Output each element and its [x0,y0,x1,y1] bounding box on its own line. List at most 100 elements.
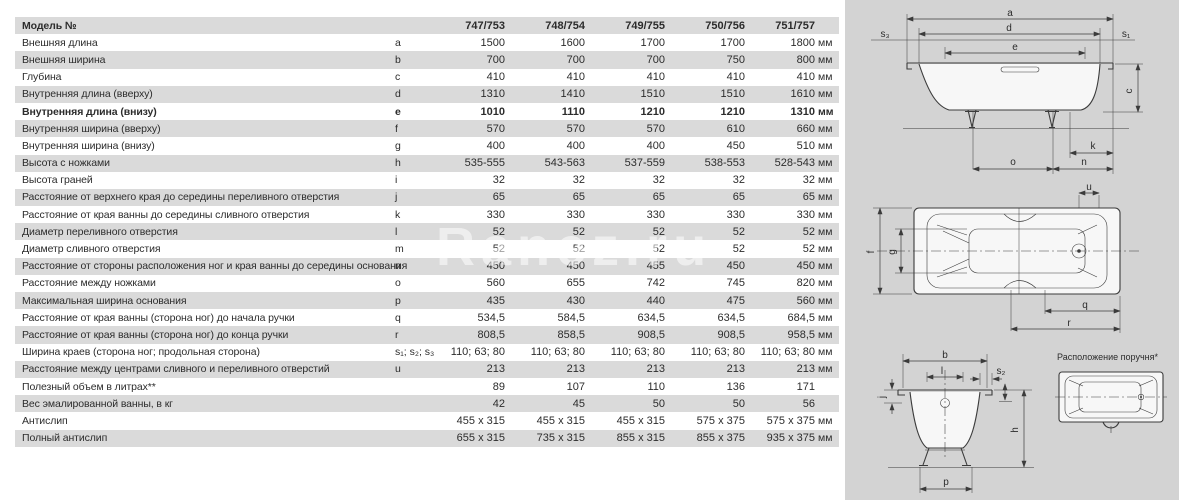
unit-label: мм [818,105,834,118]
value-cell: 1110 [561,105,585,118]
value-cell: 1600 [560,36,585,49]
value-cell: 700 [486,53,505,66]
value-cell: 42 [492,397,505,410]
dim-label-f: f [866,250,877,253]
value-cell: 32 [732,174,745,187]
value-cell: 475 [726,294,745,307]
dim-letter: j [395,191,398,204]
dim-label-u: u [1086,182,1092,193]
unit-label: мм [818,157,833,170]
value-cell: 50 [732,397,745,410]
value-cell: 52 [652,243,665,256]
row-label: Ширина краев (сторона ног; продольная ст… [22,346,260,359]
value-text: 684,5 [787,311,815,324]
dim-label-c: c [1124,89,1135,94]
row-label: Внутренняя длина (внизу) [22,105,157,118]
value-cell: 575 x 375 [696,414,745,427]
value-cell: 440 [646,294,665,307]
value-cell: 110 [647,380,665,393]
value-cell: 820 мм [745,277,839,289]
value-cell: 52 [492,243,505,256]
top-view-diagram: u f g q r [866,182,1139,333]
grip-handle-icon [1000,66,1040,73]
table-row: Внутренняя длина (вверху) d 1310 1410 1510 15… [15,85,839,103]
value-cell: 213 мм [745,363,839,375]
value-cell: 330 [566,208,585,221]
row-label: Антислип [22,414,68,427]
row-label: Полный антислип [22,432,108,445]
value-text: 65 [802,191,815,204]
grip-recess-icon [1003,213,1037,289]
table-row: Расстояние между ножками o 560 655 742 745 820… [15,275,839,292]
value-cell: 410 [726,71,745,84]
row-label: Расстояние от края ванны до середины сли… [22,208,310,221]
row-label: Внешняя длина [22,36,98,49]
drain-hole-icon [1071,243,1087,259]
drain-hole-icon [1137,393,1145,401]
value-text: 935 x 375 [766,432,815,445]
value-cell: 455 x 315 [536,414,585,427]
unit-label: мм [818,346,833,359]
value-cell: 450 [726,139,745,152]
value-cell: 410 мм [745,71,839,83]
dim-letter: q [395,311,401,324]
value-cell: 855 x 375 [696,432,745,445]
value-cell: 560 [486,277,505,290]
table-row: Полезный объем в литрах** 89 107 110 136 171 [15,378,839,395]
value-text: 660 [796,122,815,135]
value-cell: 213 [726,363,745,376]
dim-letter: i [395,174,398,187]
value-cell: 610 [726,122,745,135]
value-cell: 660 мм [745,123,839,135]
value-cell: 110; 63; 80 [450,346,505,359]
row-label: Вес эмалированной ванны, в кг [22,397,173,410]
value-cell: 50 [652,397,665,410]
value-cell: 65 мм [745,191,839,203]
value-cell: 700 [646,53,665,66]
value-cell: 808,5 [477,328,505,341]
value-cell: 800 мм [745,54,839,66]
value-cell: 65 [732,191,745,204]
value-cell: 56 [745,398,839,410]
value-cell: 584,5 [557,311,585,324]
value-cell: 65 [652,191,665,204]
dim-letter: o [395,277,401,290]
dim-label-k: k [1091,141,1097,152]
dim-label-l: l [941,366,943,377]
value-cell: 535-555 [464,157,505,170]
table-row: Расстояние от края ванны до середины сли… [15,206,839,223]
value-cell: 1610 мм [745,88,839,100]
value-cell: 52 мм [745,226,839,238]
value-cell: 908,5 [637,328,665,341]
dim-label-s1: s₁ [1122,29,1131,40]
value-cell: 935 x 375 мм [745,432,839,444]
unit-label: мм [818,191,833,204]
handle-location-diagram: Расположение поручня* [1055,352,1179,439]
value-cell: 1700 [720,36,745,49]
unit-label: мм [818,225,833,238]
value-cell: 1410 [560,88,585,101]
value-cell: 570 [646,122,665,135]
unit-label: мм [818,311,833,324]
side-view-diagram: a d s₃ s₁ e c [871,8,1143,174]
value-cell: 543-563 [544,157,585,170]
dim-letter: h [395,157,401,170]
value-cell: 32 [572,174,585,187]
unit-label: мм [818,71,833,84]
table-row: Вес эмалированной ванны, в кг 42 45 50 50 56 [15,395,839,413]
dim-letter: g [395,139,401,152]
value-cell: 450 мм [745,260,839,272]
value-cell: 855 x 315 [616,432,665,445]
value-cell: 410 [646,71,665,84]
model-header-label: Модель № [22,19,77,32]
unit-label: мм [818,432,833,445]
row-label: Диаметр сливного отверстия [22,243,161,256]
value-cell: 537-559 [624,157,665,170]
value-cell: 700 [566,53,585,66]
value-cell: 455 x 315 [456,414,505,427]
model-header: 747/753 [465,19,505,32]
value-cell: 213 [646,363,665,376]
value-cell: 45 [572,397,585,410]
dim-label-d: d [1006,23,1012,34]
